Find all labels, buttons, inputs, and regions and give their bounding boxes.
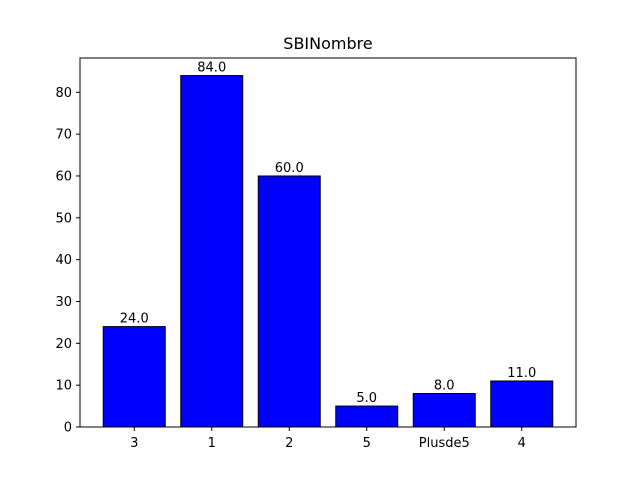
- x-tick-label-5: 5: [363, 436, 371, 451]
- y-tick-label: 0: [64, 421, 72, 436]
- y-tick-label: 30: [55, 295, 72, 310]
- bar-4: [490, 380, 554, 428]
- bars-layer: [102, 75, 554, 428]
- data-label-1: 84.0: [197, 61, 226, 76]
- y-tick-label: 20: [55, 337, 72, 352]
- bar-5: [335, 405, 399, 428]
- y-tick-label: 10: [55, 379, 72, 394]
- x-tick-label-1: 1: [208, 436, 216, 451]
- plot-frame: [79, 57, 577, 428]
- bar-1: [180, 75, 244, 428]
- y-tick-label: 80: [55, 86, 72, 101]
- data-label-3: 24.0: [120, 312, 149, 327]
- data-label-5: 5.0: [356, 391, 377, 406]
- data-label-2: 60.0: [275, 161, 304, 176]
- y-tick-label: 60: [55, 169, 72, 184]
- axes-layer: 0 10 20 30 40 50 60 70 80 3 1 2 5 Plusde5 4: [55, 57, 577, 451]
- x-tick-label-2: 2: [285, 436, 293, 451]
- data-label-4: 11.0: [507, 366, 536, 381]
- x-tick-label-3: 3: [130, 436, 138, 451]
- x-tick-label-4: 4: [518, 436, 526, 451]
- bar-3: [102, 326, 166, 428]
- y-tick-label: 70: [55, 128, 72, 143]
- data-label-Plusde5: 8.0: [434, 379, 455, 394]
- data-labels-layer: 24.0 84.0 60.0 5.0 8.0 11.0: [120, 61, 536, 407]
- chart-title: SBINombre: [283, 34, 372, 53]
- x-tick-label-Plusde5: Plusde5: [419, 436, 470, 451]
- y-tick-label: 40: [55, 253, 72, 268]
- bar-Plusde5: [412, 393, 476, 428]
- y-tick-label: 50: [55, 211, 72, 226]
- bar-2: [257, 175, 321, 428]
